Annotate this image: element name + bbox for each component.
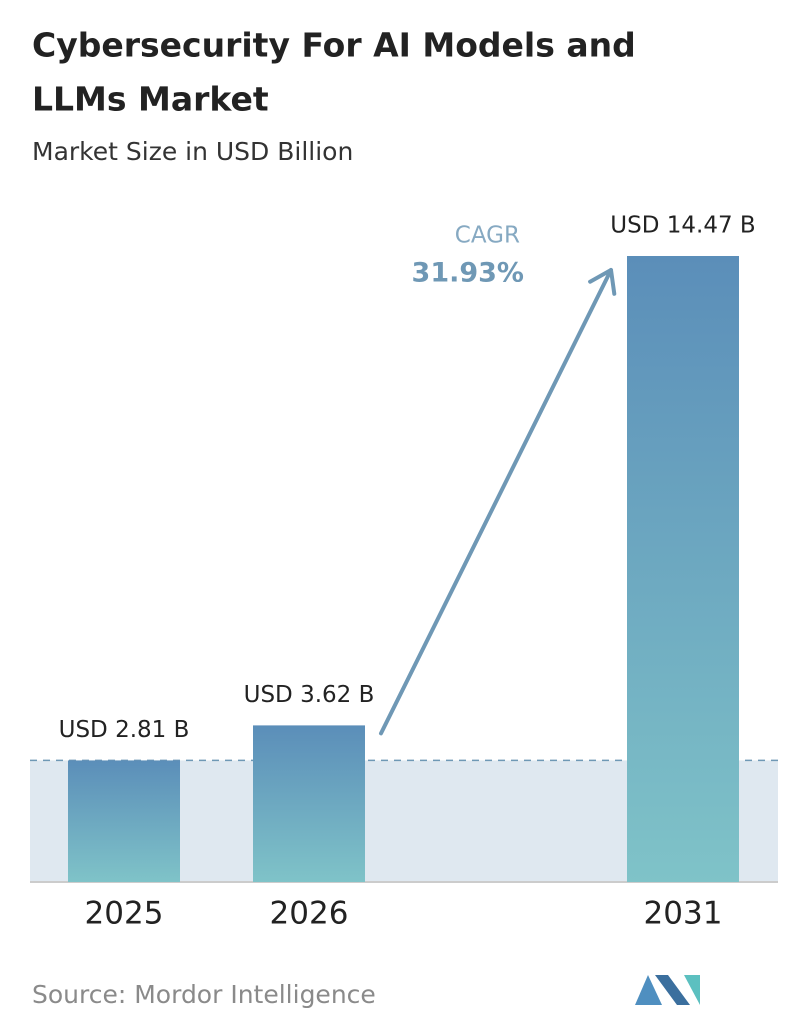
cagr-arrow-head [588, 268, 617, 296]
value-label: USD 2.81 B [59, 717, 190, 743]
cagr-arrow [379, 268, 613, 736]
value-label: USD 3.62 B [244, 682, 375, 708]
chart-subtitle: Market Size in USD Billion [32, 137, 353, 166]
cagr-value: 31.93% [412, 258, 524, 289]
bar [253, 725, 365, 882]
cagr-label: CAGR [455, 223, 520, 249]
chart-title: LLMs Market [32, 80, 269, 119]
chart-title: Cybersecurity For AI Models and [32, 26, 636, 65]
logo [635, 975, 700, 1005]
value-label: USD 14.47 B [610, 213, 755, 239]
x-tick-label: 2031 [644, 896, 723, 932]
source: Source: Mordor Intelligence [32, 980, 376, 1009]
x-tick-label: 2026 [270, 896, 349, 932]
bar [627, 256, 739, 882]
bar [68, 760, 180, 882]
x-tick-label: 2025 [85, 896, 164, 932]
